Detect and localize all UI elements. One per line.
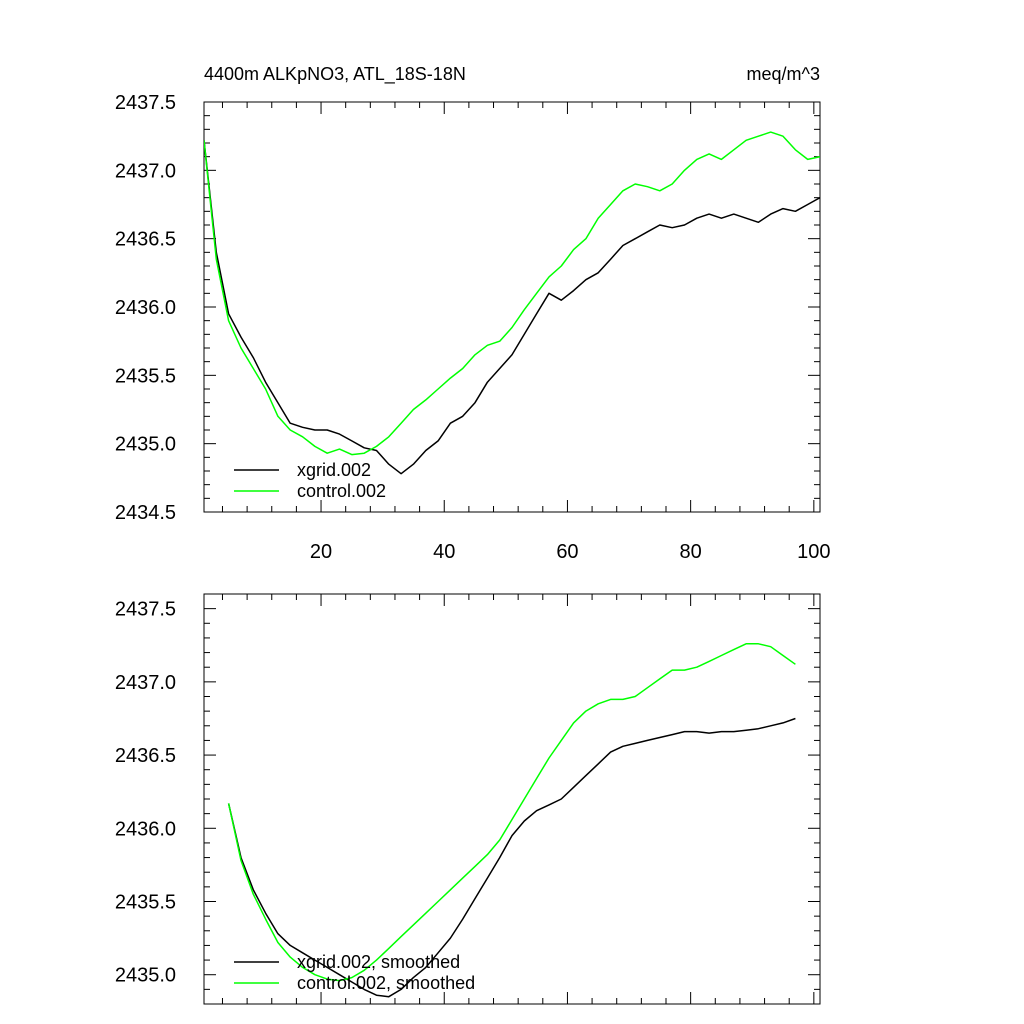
y-tick-label: 2436.5	[115, 745, 176, 767]
y-tick-label: 2437.5	[115, 599, 176, 621]
legend-label: xgrid.002	[297, 460, 371, 480]
y-tick-label: 2435.0	[115, 965, 176, 987]
series-line-control-002	[204, 131, 820, 456]
x-tick-label: 100	[797, 541, 830, 563]
y-tick-label: 2437.0	[115, 160, 176, 182]
y-tick-label: 2437.5	[115, 92, 176, 114]
bottom-panel: 2435.0 2435.5 2436.0 2436.5 2437.0 2437.5 xgri…	[115, 593, 821, 1005]
legend-label: xgrid.002, smoothed	[297, 952, 460, 972]
plot-frame	[203, 101, 821, 513]
x-tick-label: 20	[310, 541, 332, 563]
y-tick-label: 2435.0	[115, 434, 176, 456]
legend-label: control.002, smoothed	[297, 973, 475, 993]
units-label: meq/m^3	[747, 64, 820, 84]
top-panel: 4400m ALKpNO3, ATL_18S-18N meq/m^3 2434.…	[115, 64, 831, 563]
x-tick-label: 80	[680, 541, 702, 563]
y-tick-label: 2436.0	[115, 818, 176, 840]
chart-title: 4400m ALKpNO3, ATL_18S-18N	[204, 64, 466, 85]
y-tick-label: 2435.5	[115, 365, 176, 387]
y-tick-label: 2435.5	[115, 892, 176, 914]
x-tick-label: 60	[556, 541, 578, 563]
plot-frame	[203, 593, 821, 1005]
y-tick-label: 2436.0	[115, 297, 176, 319]
series-line-xgrid-002	[204, 140, 820, 475]
series-line-control-002-smoothed	[227, 643, 796, 982]
series-line-xgrid-002-smoothed	[227, 717, 796, 998]
y-tick-label: 2434.5	[115, 502, 176, 524]
legend-label: control.002	[297, 481, 386, 501]
x-tick-label: 40	[433, 541, 455, 563]
series-group	[204, 131, 820, 475]
series-group	[227, 643, 796, 998]
y-tick-label: 2437.0	[115, 672, 176, 694]
y-tick-label: 2436.5	[115, 229, 176, 251]
